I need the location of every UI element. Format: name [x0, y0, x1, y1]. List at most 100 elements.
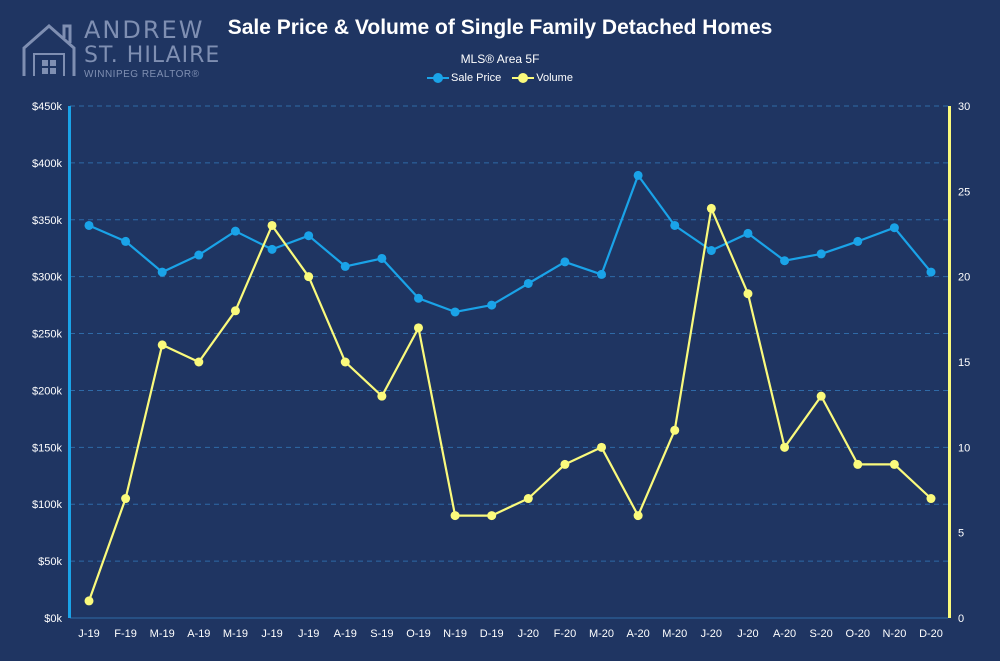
- sale-price-swatch-icon: [427, 73, 450, 83]
- axes: [68, 106, 951, 618]
- sale-price-point: [377, 253, 387, 263]
- x-tick-label: D-20: [919, 628, 943, 640]
- x-tick-label: N-20: [882, 628, 906, 640]
- x-tick-label: M-19: [223, 628, 248, 640]
- volume-point: [304, 272, 314, 282]
- logo-tagline: WINNIPEG REALTOR®: [84, 69, 200, 80]
- y-left-tick-label: $250k: [32, 329, 62, 341]
- y-right-tick-label: 25: [958, 186, 970, 198]
- y-right-tick-label: 15: [958, 357, 970, 369]
- volume-point: [853, 459, 863, 469]
- y-left-tick-label: $150k: [32, 442, 62, 454]
- volume-point: [743, 289, 753, 299]
- x-tick-label: A-19: [187, 628, 210, 640]
- x-tick-label: J-20: [737, 628, 758, 640]
- y-left-tick-label: $300k: [32, 272, 62, 284]
- sale-price-point: [84, 220, 94, 230]
- logo-name-last: ST. HILAIRE: [84, 43, 221, 68]
- legend-label-volume: Volume: [536, 72, 573, 84]
- logo-name-first: ANDREW: [84, 16, 205, 44]
- x-tick-label: A-19: [334, 628, 357, 640]
- sale-price-point: [597, 269, 607, 279]
- sale-price-point: [670, 220, 680, 230]
- sale-price-point: [633, 170, 643, 180]
- x-tick-label: N-19: [443, 628, 467, 640]
- series-lines: [84, 170, 936, 606]
- x-tick-label: M-19: [150, 628, 175, 640]
- grid-lines: [70, 105, 948, 619]
- legend-label-sale-price: Sale Price: [451, 72, 502, 84]
- sale-price-point: [706, 245, 716, 255]
- x-tick-label: O-19: [406, 628, 430, 640]
- sale-price-point: [560, 257, 570, 267]
- chart-title: Sale Price & Volume of Single Family Det…: [227, 16, 773, 39]
- x-tick-label: M-20: [662, 628, 687, 640]
- chart-subtitle: MLS® Area 5F: [460, 52, 540, 66]
- sale-price-point: [194, 250, 204, 260]
- chart-legend: Sale Price Volume: [0, 72, 1000, 86]
- sale-price-point: [121, 236, 131, 246]
- y-left-tick-label: $450k: [32, 101, 62, 113]
- x-tick-label: A-20: [627, 628, 650, 640]
- volume-point: [523, 494, 533, 504]
- sale-price-point: [926, 267, 936, 277]
- volume-line: [87, 207, 932, 602]
- volume-point: [670, 425, 680, 435]
- y-right-tick-label: 20: [958, 272, 970, 284]
- x-tick-label: J-20: [701, 628, 722, 640]
- sale-price-point: [450, 307, 460, 317]
- x-tick-label: M-20: [589, 628, 614, 640]
- y-right-tick-label: 30: [958, 101, 970, 113]
- volume-point: [633, 511, 643, 521]
- sale-price-point: [157, 267, 167, 277]
- volume-point: [121, 494, 131, 504]
- volume-point: [450, 511, 460, 521]
- sale-price-point: [743, 228, 753, 238]
- volume-point: [926, 494, 936, 504]
- volume-point: [267, 220, 277, 230]
- x-tick-label: F-20: [554, 628, 577, 640]
- volume-point: [706, 203, 716, 213]
- sale-price-point: [523, 278, 533, 288]
- x-tick-label: F-19: [114, 628, 137, 640]
- sale-price-point: [304, 231, 314, 241]
- tick-labels: $0k $50k $100k $150k $200k $250k $300k $350k $40…: [32, 101, 970, 640]
- x-tick-label: O-20: [846, 628, 870, 640]
- x-tick-label: S-20: [810, 628, 833, 640]
- y-right-axis-bar: [948, 106, 951, 618]
- x-tick-label: A-20: [773, 628, 796, 640]
- y-left-tick-label: $200k: [32, 385, 62, 397]
- volume-point: [377, 391, 387, 401]
- sale-price-point: [413, 293, 423, 303]
- volume-point: [487, 511, 497, 521]
- volume-point: [816, 391, 826, 401]
- sale-price-point: [889, 223, 899, 233]
- sale-price-point: [487, 300, 497, 310]
- sale-price-point: [267, 244, 277, 254]
- y-left-axis-bar: [68, 106, 71, 618]
- y-left-tick-label: $350k: [32, 215, 62, 227]
- y-left-tick-label: $50k: [38, 556, 62, 568]
- y-left-tick-label: $0k: [44, 613, 62, 625]
- volume-point: [194, 357, 204, 367]
- x-tick-label: J-20: [518, 628, 539, 640]
- x-tick-label: J-19: [298, 628, 319, 640]
- volume-point: [560, 459, 570, 469]
- volume-point: [84, 596, 94, 606]
- y-left-tick-label: $400k: [32, 158, 62, 170]
- volume-swatch-icon: [512, 73, 535, 83]
- legend-item-sale-price: Sale Price: [427, 72, 501, 84]
- x-tick-label: J-19: [261, 628, 282, 640]
- volume-point: [230, 306, 240, 316]
- volume-point: [340, 357, 350, 367]
- volume-point: [157, 340, 167, 350]
- sale-price-point: [780, 256, 790, 266]
- volume-point: [597, 442, 607, 452]
- y-right-tick-label: 0: [958, 613, 964, 625]
- y-right-tick-label: 5: [958, 528, 964, 540]
- y-right-tick-label: 10: [958, 442, 970, 454]
- x-tick-label: S-19: [370, 628, 393, 640]
- volume-point: [780, 442, 790, 452]
- y-left-tick-label: $100k: [32, 499, 62, 511]
